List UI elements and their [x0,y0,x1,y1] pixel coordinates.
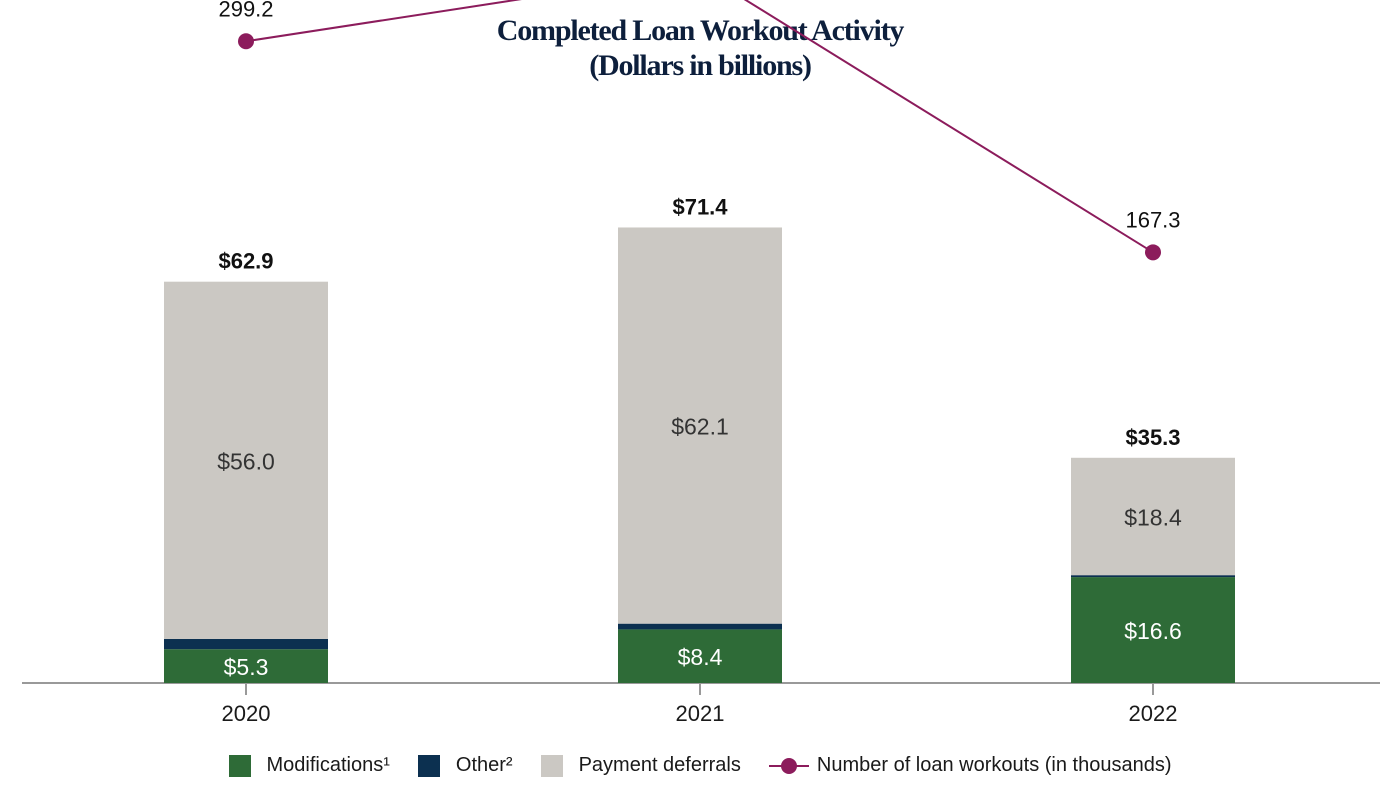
line-value-label: 299.2 [218,0,273,21]
legend-swatch-payment-deferrals [540,754,563,777]
bar-other [618,623,782,630]
line-value-label: 167.3 [1125,207,1180,232]
bar-total-label: $71.4 [672,194,728,219]
line-loan-workouts [245,0,1154,254]
legend-swatch-modifications [228,754,251,777]
bar-value-label: $56.0 [217,448,275,474]
bar-other [164,638,328,650]
chart-subtitle: (Dollars in billions) [589,49,812,82]
legend-label-loan-workouts: Number of loan workouts (in thousands) [816,754,1172,776]
legend-item-payment-deferrals: Payment deferrals [540,754,741,777]
x-tick-label: 2020 [222,701,271,726]
bar-payment-deferrals [164,281,328,639]
x-tick-label: 2022 [1129,701,1178,726]
legend-item-modifications: Modifications¹ [228,754,390,777]
bar-other [1071,575,1235,578]
legend-label-modifications: Modifications¹ [266,754,390,776]
bar-total-label: $62.9 [218,249,273,274]
line-point [238,33,254,50]
bar-value-label: $5.3 [224,654,269,680]
plot-area: 2020 2021 2022 $5.3 $56.0 $62.9 $8.4 $62.1 $71.4… [22,0,1380,726]
legend-label-payment-deferrals: Payment deferrals [578,754,741,776]
bar-modifications [618,629,782,683]
bar-payment-deferrals [1071,457,1235,576]
bar-value-label: $16.6 [1124,618,1182,644]
legend-item-other: Other² [417,754,513,777]
legend-item-loan-workouts: Number of loan workouts (in thousands) [768,754,1172,777]
bar-total-label: $35.3 [1125,425,1180,450]
x-tick-label: 2021 [676,701,725,726]
bar-modifications [1071,577,1235,683]
bar-value-label: $18.4 [1124,504,1182,530]
legend-swatch-loan-workouts [768,755,809,777]
bar-modifications [164,649,328,683]
bar-value-label: $8.4 [678,644,723,670]
legend-swatch-other [417,754,440,777]
line-point [1145,244,1161,261]
legend: Modifications¹ Other² Payment deferrals … [0,754,1400,777]
chart-title: Completed Loan Workout Activity [496,14,905,47]
bar-payment-deferrals [618,227,782,624]
legend-label-other: Other² [455,754,513,776]
bar-value-label: $62.1 [671,414,729,440]
